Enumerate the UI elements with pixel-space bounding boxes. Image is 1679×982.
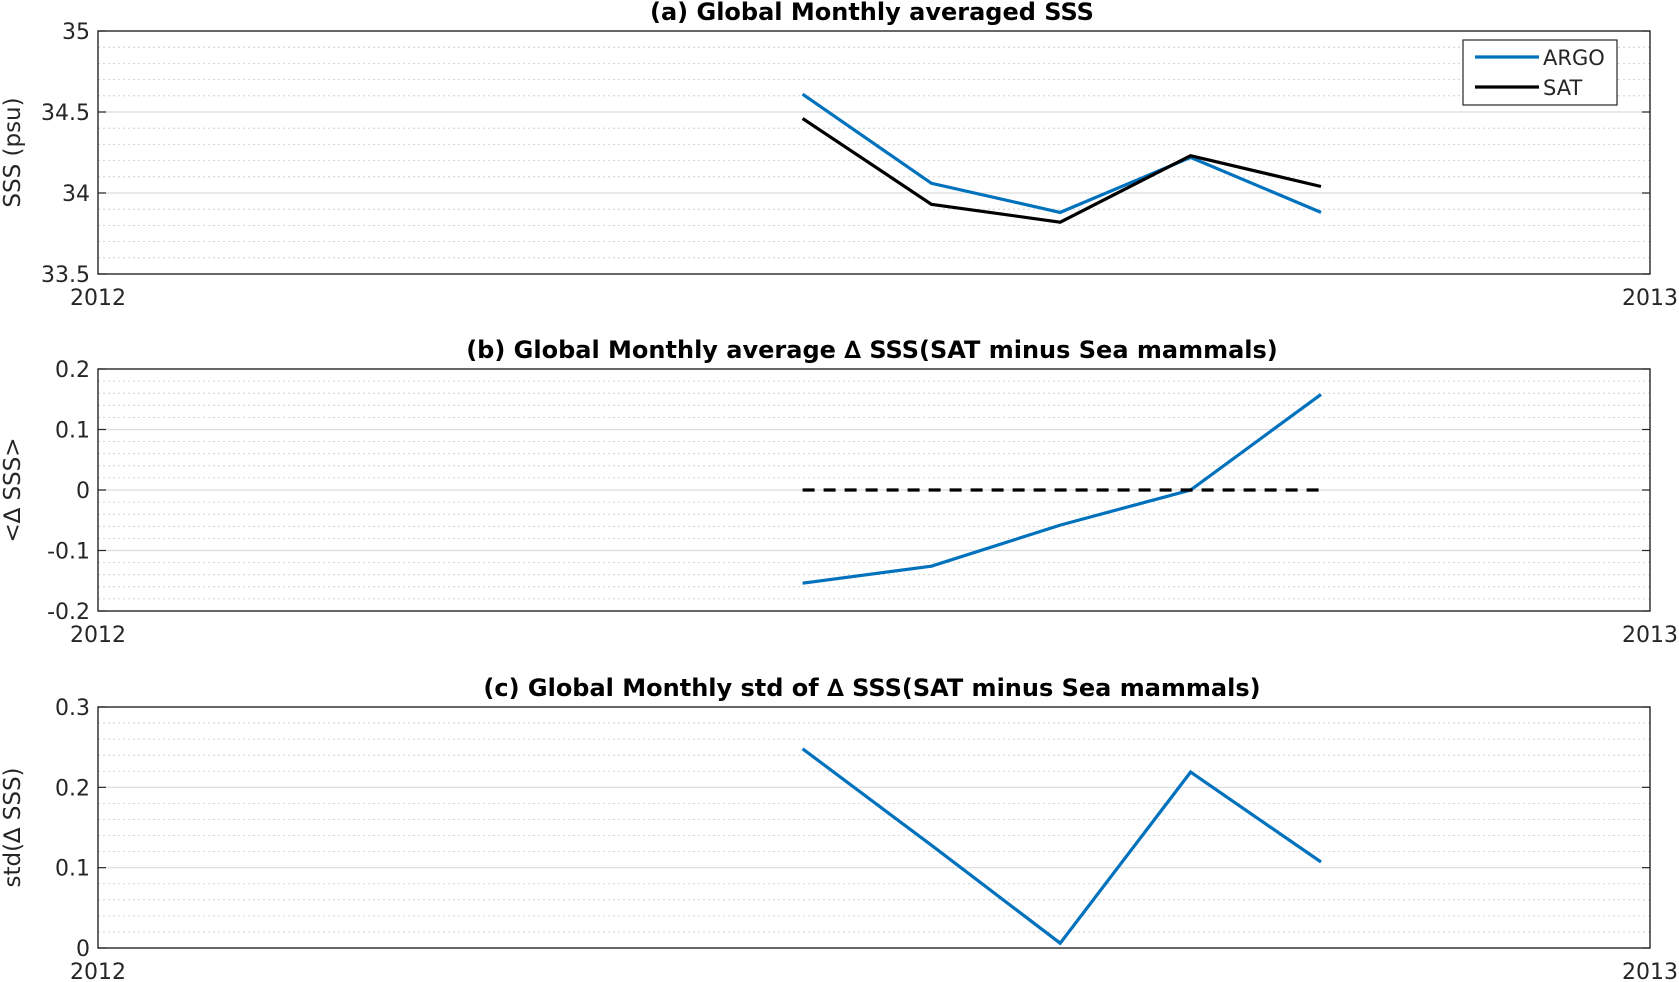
x-tick-label: 2013 <box>1622 623 1678 648</box>
y-tick-label: 0 <box>76 479 90 504</box>
chart-panel-c: 0 0.1 0.2 0.3 2012 2013 (c) Global Monthly std… <box>0 674 1678 982</box>
legend-entry: ARGO <box>1543 46 1605 70</box>
chart-title: (b) Global Monthly average ∆ SSS(SAT min… <box>466 336 1278 364</box>
y-tick-label: 33.5 <box>41 263 90 288</box>
x-tick-label: 2013 <box>1622 286 1678 311</box>
chart-title: (a) Global Monthly averaged SSS <box>650 0 1094 26</box>
y-axis-label: <∆ SSS> <box>0 437 26 542</box>
x-tick-label: 2012 <box>70 623 126 648</box>
axes-box <box>97 706 1651 949</box>
y-axis-label: SSS (psu) <box>0 97 26 207</box>
y-tick-label: 0.1 <box>55 857 90 882</box>
legend-box <box>1462 39 1618 106</box>
y-tick-label: 0 <box>76 937 90 962</box>
x-tick-label: 2012 <box>70 960 126 982</box>
chart-panel-a: 33.5 34 34.5 35 2012 2013 (a) Global Monthly a… <box>0 0 1678 311</box>
x-tick-label: 2013 <box>1622 960 1678 982</box>
y-tick-label: -0.1 <box>47 540 90 565</box>
series-line-0 <box>801 747 1322 946</box>
legend-entry: SAT <box>1543 76 1582 100</box>
y-tick-label: 34.5 <box>41 101 90 126</box>
axes-box <box>97 30 1651 275</box>
y-tick-label: 35 <box>62 20 90 45</box>
x-tick-label: 2012 <box>70 286 126 311</box>
y-tick-label: 0.2 <box>55 776 90 801</box>
y-tick-label: -0.2 <box>47 600 90 625</box>
y-tick-label: 34 <box>62 182 90 207</box>
chart-title: (c) Global Monthly std of ∆ SSS(SAT minu… <box>483 674 1260 702</box>
series-line-1 <box>801 117 1322 224</box>
chart-panel-b: -0.2 -0.1 0 0.1 0.2 2012 2013 (b) Global Monthl… <box>0 336 1678 648</box>
y-tick-label: 0.1 <box>55 419 90 444</box>
legend: ARGO SAT <box>1462 39 1618 106</box>
y-axis-label: std(∆ SSS) <box>0 767 26 887</box>
y-tick-label: 0.2 <box>55 358 90 383</box>
y-tick-label: 0.3 <box>55 696 90 721</box>
